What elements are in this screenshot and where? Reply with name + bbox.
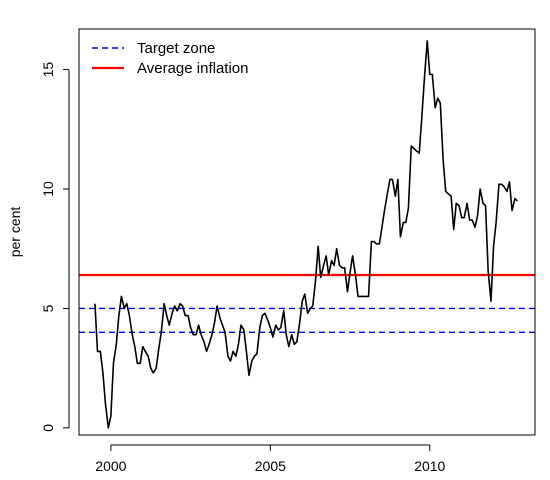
x-tick-label: 2010 — [414, 458, 445, 474]
y-tick-label: 15 — [40, 62, 56, 78]
inflation-series-line — [94, 40, 519, 429]
series-layer — [94, 40, 519, 429]
y-tick-label: 5 — [40, 304, 56, 312]
reference-lines — [79, 273, 535, 334]
legend-label: Average inflation — [137, 60, 248, 77]
y-tick-label: 0 — [40, 424, 56, 432]
x-tick-label: 2005 — [255, 458, 286, 474]
legend: Target zone Average inflation — [92, 40, 248, 77]
y-tick-label: 10 — [40, 181, 56, 197]
y-axis: 0 5 10 15 — [40, 62, 70, 432]
y-axis-title: per cent — [7, 207, 23, 258]
plot-box — [78, 28, 536, 436]
x-tick-label: 2000 — [95, 458, 126, 474]
legend-label: Target zone — [137, 40, 215, 57]
x-axis: 2000 2005 2010 — [95, 444, 446, 474]
